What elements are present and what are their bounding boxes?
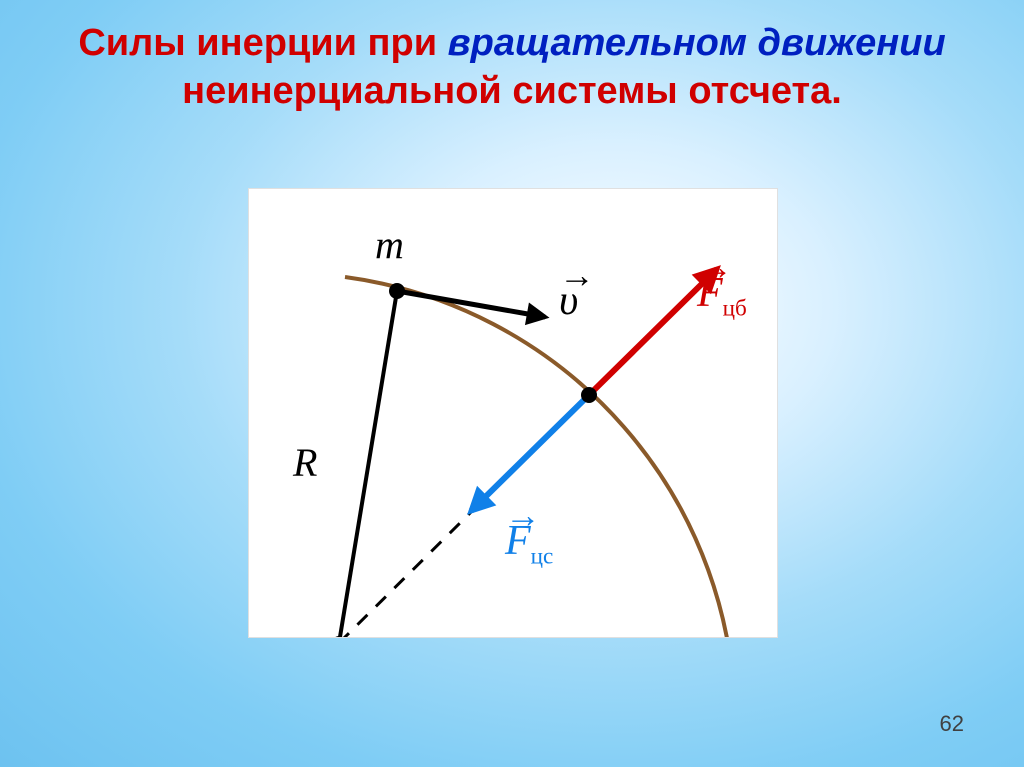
slide-title: Силы инерции при вращательном движении н… <box>0 20 1024 115</box>
title-part-2: вращательном движении <box>448 22 946 64</box>
title-part-3: неинерциальной системы отсчета. <box>182 70 842 112</box>
title-part-1: Силы инерции при <box>78 22 447 64</box>
diagram-label: m <box>375 221 404 268</box>
diagram-label: R <box>293 439 317 486</box>
page-number: 62 <box>940 711 964 737</box>
slide: Силы инерции при вращательном движении н… <box>0 0 1024 767</box>
diagram-label: →υ <box>559 277 578 325</box>
diagram-label: →Fцб <box>697 269 747 321</box>
diagram-label: →Fцс <box>505 517 553 569</box>
physics-diagram: m R →υ →Fцб →Fцс <box>248 188 778 638</box>
